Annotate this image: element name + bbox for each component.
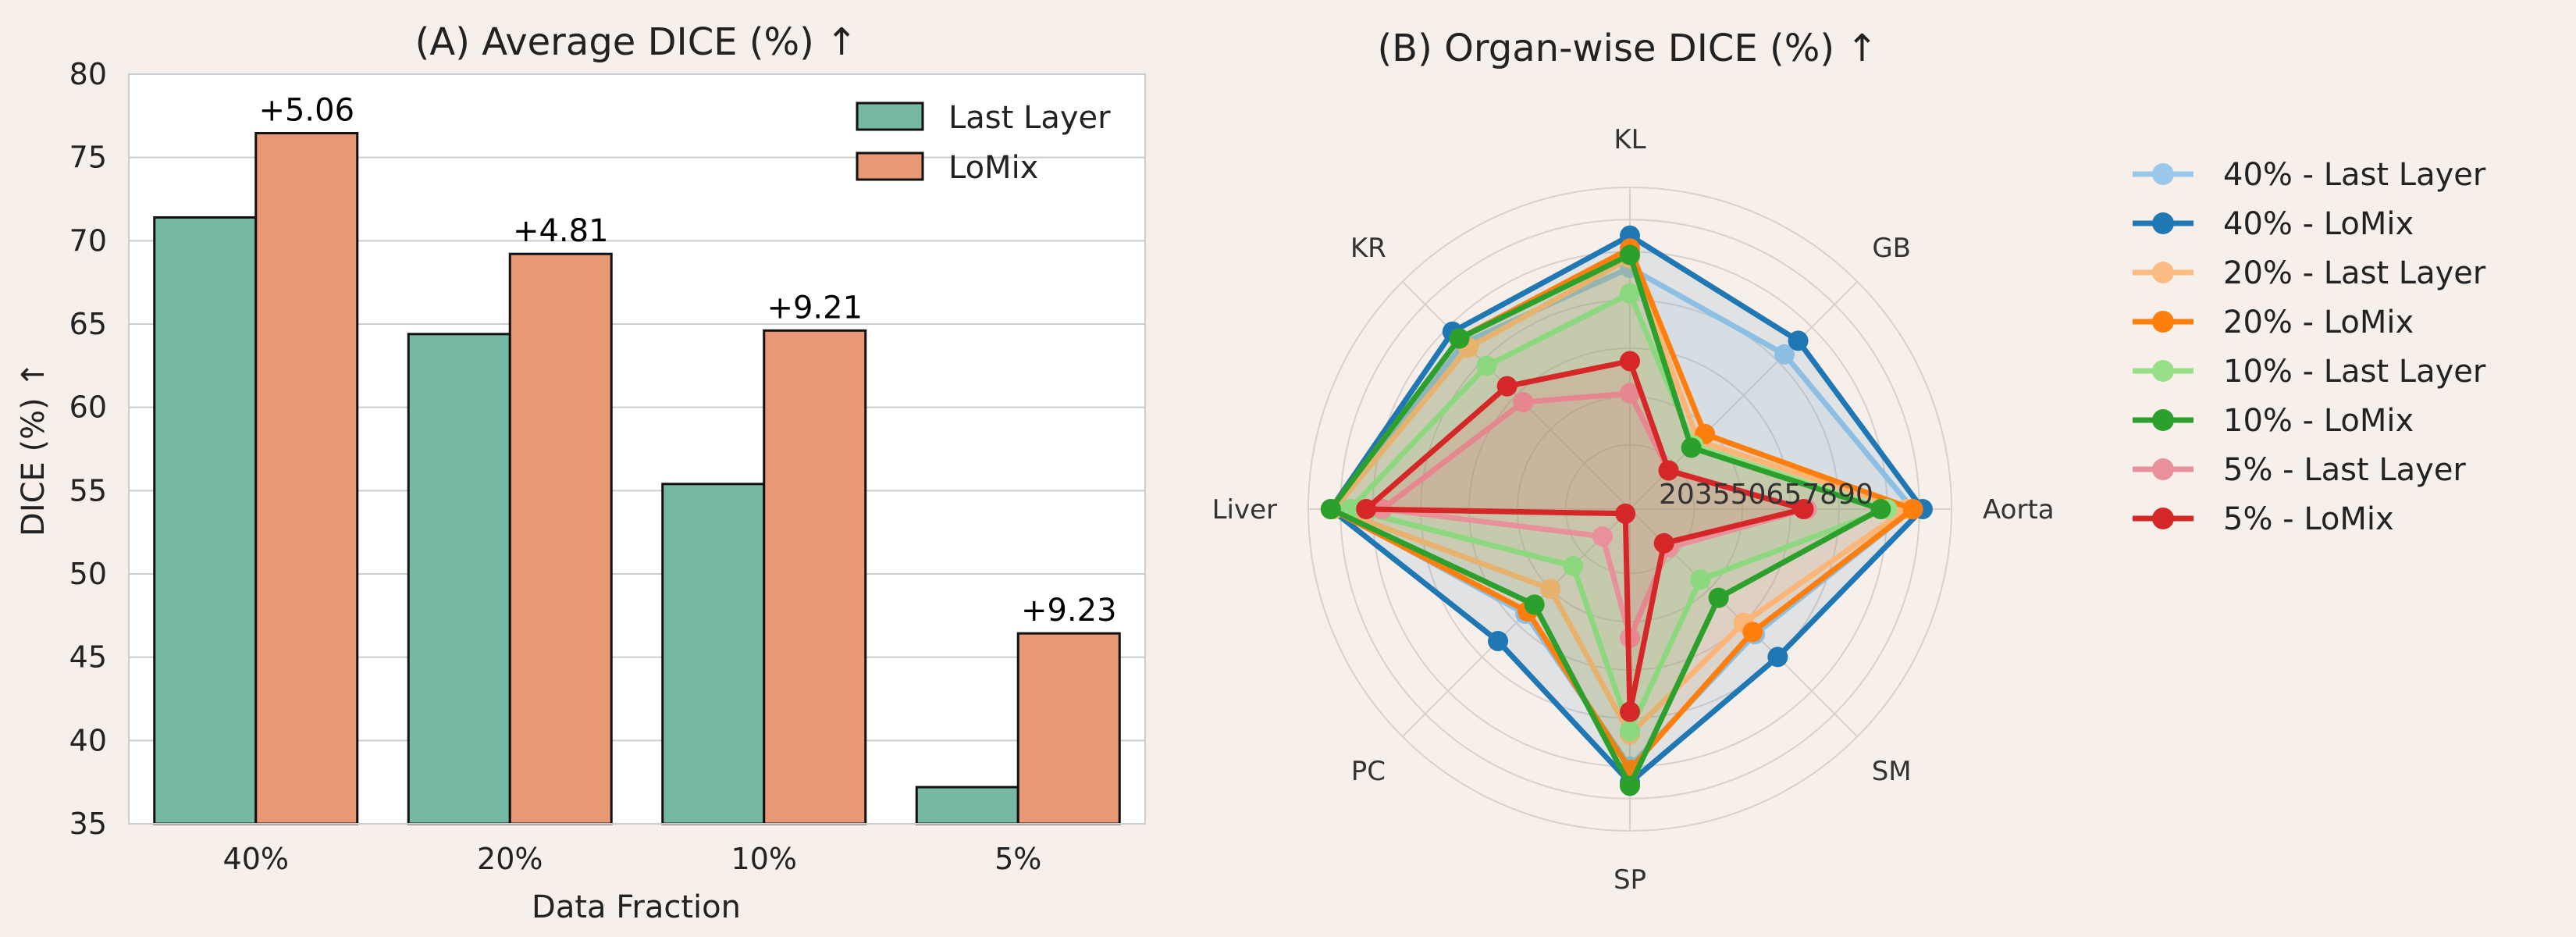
legend-marker-40pct-last-layer [2152, 163, 2174, 185]
y-tick-label: 55 [69, 473, 107, 508]
legend-marker-10pct-lomix [2152, 409, 2174, 431]
bar-last-layer-5pct [915, 786, 1019, 825]
radar-point-10pct-lomix-kr [1449, 328, 1470, 349]
y-tick-label: 45 [69, 640, 107, 675]
legend-label-40pct-lomix: 40% - LoMix [2223, 206, 2414, 242]
legend-swatch-lomix [856, 151, 924, 181]
radar-point-10pct-last-layer-sp [1620, 721, 1640, 742]
legend-label-lomix: LoMix [948, 150, 1038, 186]
y-tick-label: 50 [69, 557, 107, 591]
radar-point-10pct-lomix-liver [1320, 499, 1341, 519]
legend-label-5pct-last-layer: 5% - Last Layer [2223, 452, 2466, 488]
bar-gain-label: +9.21 [767, 290, 863, 326]
y-tick-label: 60 [69, 390, 107, 425]
bar-gain-label: +4.81 [513, 213, 609, 249]
radar-point-40pct-lomix-sm [1767, 647, 1788, 668]
bar-legend: Last Layer LoMix [856, 100, 1111, 186]
legend-label-20pct-lomix: 20% - LoMix [2223, 305, 2414, 340]
legend-marker-5pct-lomix [2152, 508, 2174, 529]
bar-last-layer-20pct [407, 333, 511, 825]
radar-point-5pct-lomix-sm [1653, 533, 1674, 554]
radar-point-10pct-lomix-sp [1620, 775, 1640, 796]
y-tick-label: 75 [69, 141, 107, 175]
x-tick-label: 20% [477, 842, 543, 876]
legend-label-10pct-last-layer: 10% - Last Layer [2223, 354, 2486, 390]
y-tick-label: 35 [69, 807, 107, 841]
legend-label-20pct-last-layer: 20% - Last Layer [2223, 255, 2486, 291]
radar-point-10pct-lomix-kl [1620, 244, 1640, 265]
bar-gain-label: +5.06 [258, 93, 354, 129]
radar-chart-panel: (B) Organ-wise DICE (%) ↑ Aorta GB KL KR Liv… [1212, 27, 2486, 896]
radar-point-5pct-lomix-gb [1658, 460, 1679, 481]
organ-label-gb: GB [1872, 233, 1911, 264]
y-axis-label: DICE (%) ↑ [16, 362, 52, 536]
legend-label-10pct-lomix: 10% - LoMix [2223, 403, 2414, 439]
legend-marker-20pct-lomix [2152, 311, 2174, 333]
bar-chart-panel: (A) Average DICE (%) ↑ 35 40 45 50 55 60 65 70 7… [16, 20, 1146, 925]
radar-point-10pct-lomix-sm [1708, 587, 1729, 608]
y-tick-label: 70 [69, 223, 107, 258]
radar-point-5pct-last-layer-kl [1620, 383, 1640, 404]
legend-label-40pct-last-layer: 40% - Last Layer [2223, 157, 2486, 193]
radar-point-20pct-lomix-aorta [1902, 499, 1923, 519]
bar-chart-title: (A) Average DICE (%) ↑ [415, 20, 858, 64]
radar-point-5pct-lomix-sp [1620, 701, 1640, 722]
radar-point-5pct-lomix-kr [1496, 376, 1517, 397]
radar-point-20pct-last-layer-pc [1540, 578, 1561, 599]
bar-plot-frame [128, 73, 1146, 825]
x-tick-label: 5% [994, 842, 1041, 876]
bar-lomix-40pct [254, 132, 359, 825]
legend-marker-20pct-last-layer [2152, 262, 2174, 283]
legend-label-5pct-lomix: 5% - LoMix [2223, 501, 2394, 537]
radar-point-10pct-lomix-gb [1681, 437, 1702, 458]
radar-point-10pct-last-layer-kr [1476, 355, 1497, 376]
radial-tick-labels: 203550657890 [1659, 479, 1873, 511]
organ-label-kl: KL [1614, 124, 1646, 155]
radar-point-10pct-lomix-pc [1524, 594, 1545, 615]
radar-point-10pct-last-layer-kl [1620, 283, 1640, 304]
radar-fill-10pct-lomix [1330, 255, 1881, 786]
legend-marker-5pct-last-layer [2152, 458, 2174, 480]
bar-lomix-10pct [763, 329, 867, 825]
x-tick-label: 10% [731, 842, 797, 876]
legend-label-last-layer: Last Layer [948, 100, 1111, 136]
radar-point-5pct-last-layer-kr [1513, 392, 1534, 413]
radar-point-40pct-lomix-gb [1788, 330, 1809, 351]
legend-swatch-last-layer [856, 102, 924, 131]
radar-point-10pct-last-layer-sm [1690, 569, 1711, 590]
organ-label-liver: Liver [1212, 494, 1277, 526]
radar-point-5pct-lomix-aorta [1793, 499, 1814, 519]
y-tick-label: 65 [69, 307, 107, 341]
radar-point-5pct-last-layer-pc [1592, 526, 1614, 547]
radar-point-5pct-lomix-pc [1615, 503, 1636, 524]
bar-lomix-20pct [508, 252, 613, 825]
y-tick-label: 40 [69, 723, 107, 757]
radar-chart-title: (B) Organ-wise DICE (%) ↑ [1377, 27, 1877, 70]
legend-marker-40pct-lomix [2152, 212, 2174, 234]
bar-lomix-5pct [1016, 632, 1121, 825]
radar-point-20pct-lomix-sm [1742, 622, 1763, 643]
bar-last-layer-40pct [153, 216, 258, 825]
radar-point-5pct-lomix-kl [1620, 351, 1640, 372]
bar-last-layer-10pct [661, 483, 766, 825]
organ-label-sm: SM [1872, 756, 1912, 787]
spoke-line [1401, 508, 1631, 738]
radar-point-40pct-last-layer-gb [1774, 344, 1795, 365]
organ-label-pc: PC [1351, 756, 1386, 787]
radar-point-10pct-lomix-aorta [1870, 499, 1891, 519]
radar-point-40pct-lomix-pc [1488, 630, 1509, 651]
radar-point-10pct-last-layer-pc [1563, 555, 1584, 576]
radar-fill-5pct-lomix [1366, 361, 1804, 712]
organ-label-kr: KR [1350, 233, 1386, 264]
x-axis-label: Data Fraction [532, 889, 741, 925]
organ-label-aorta: Aorta [1983, 494, 2055, 526]
legend-marker-10pct-last-layer [2152, 360, 2174, 382]
radar-point-5pct-lomix-liver [1356, 499, 1377, 519]
organ-label-sp: SP [1614, 864, 1646, 896]
bar-gain-label: +9.23 [1021, 593, 1117, 629]
y-tick-label: 80 [69, 57, 107, 91]
x-tick-label: 40% [223, 842, 289, 876]
